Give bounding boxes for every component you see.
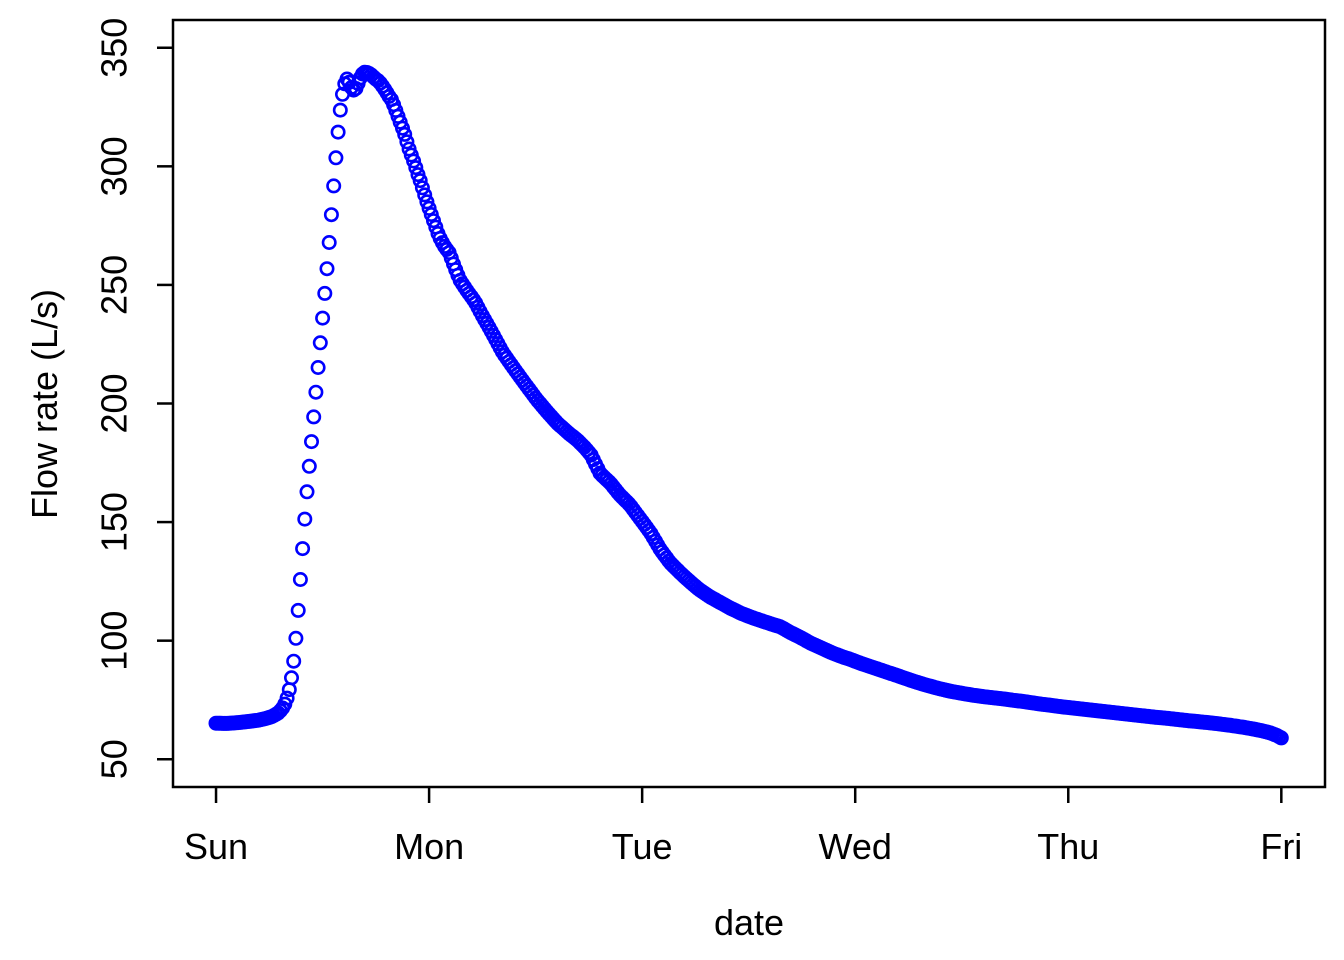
axes <box>157 46 1283 803</box>
data-point <box>330 124 346 140</box>
data-point <box>281 682 297 698</box>
data-point <box>315 310 331 326</box>
data-point <box>303 434 319 450</box>
x-tick-label: Mon <box>394 826 464 867</box>
plot-frame <box>171 18 1327 789</box>
data-point <box>295 541 311 557</box>
data-point <box>321 235 337 251</box>
y-tick-label: 150 <box>94 492 135 552</box>
data-point <box>323 207 339 223</box>
data-point <box>310 359 326 375</box>
y-tick-label: 200 <box>94 373 135 433</box>
data-point <box>317 285 333 301</box>
data-point <box>279 690 295 706</box>
x-axis-title: date <box>713 902 785 943</box>
x-tick-label: Wed <box>819 826 892 867</box>
data-point <box>1273 730 1289 746</box>
x-tick-label: Tue <box>612 826 673 867</box>
data-point <box>319 261 335 277</box>
data-point <box>414 180 430 196</box>
data-point <box>288 630 304 646</box>
data-point <box>306 409 322 425</box>
data-point <box>408 160 424 176</box>
x-tick-label: Sun <box>184 826 248 867</box>
data-point <box>290 602 306 618</box>
y-tick-label: 100 <box>94 611 135 671</box>
data-point <box>397 126 413 142</box>
data-point <box>406 153 422 169</box>
data-point <box>312 335 328 351</box>
data-points <box>208 64 1289 746</box>
data-point <box>283 670 299 686</box>
data-point <box>328 150 344 166</box>
y-tick-label: 350 <box>94 18 135 78</box>
data-point <box>326 178 342 194</box>
x-tick-label: Thu <box>1037 826 1099 867</box>
y-tick-label: 50 <box>94 739 135 779</box>
data-point <box>301 458 317 474</box>
data-point <box>299 484 315 500</box>
y-tick-label: 300 <box>94 136 135 196</box>
data-point <box>417 187 433 203</box>
data-point <box>297 511 313 527</box>
data-point <box>332 102 348 118</box>
data-point <box>412 173 428 189</box>
y-tick-label: 250 <box>94 255 135 315</box>
data-point <box>292 571 308 587</box>
y-axis-title: Flow rate (L/s) <box>24 288 65 520</box>
x-tick-label: Fri <box>1260 826 1302 867</box>
data-point <box>419 194 435 210</box>
data-point <box>399 134 415 150</box>
data-point <box>286 653 302 669</box>
data-point <box>308 384 324 400</box>
